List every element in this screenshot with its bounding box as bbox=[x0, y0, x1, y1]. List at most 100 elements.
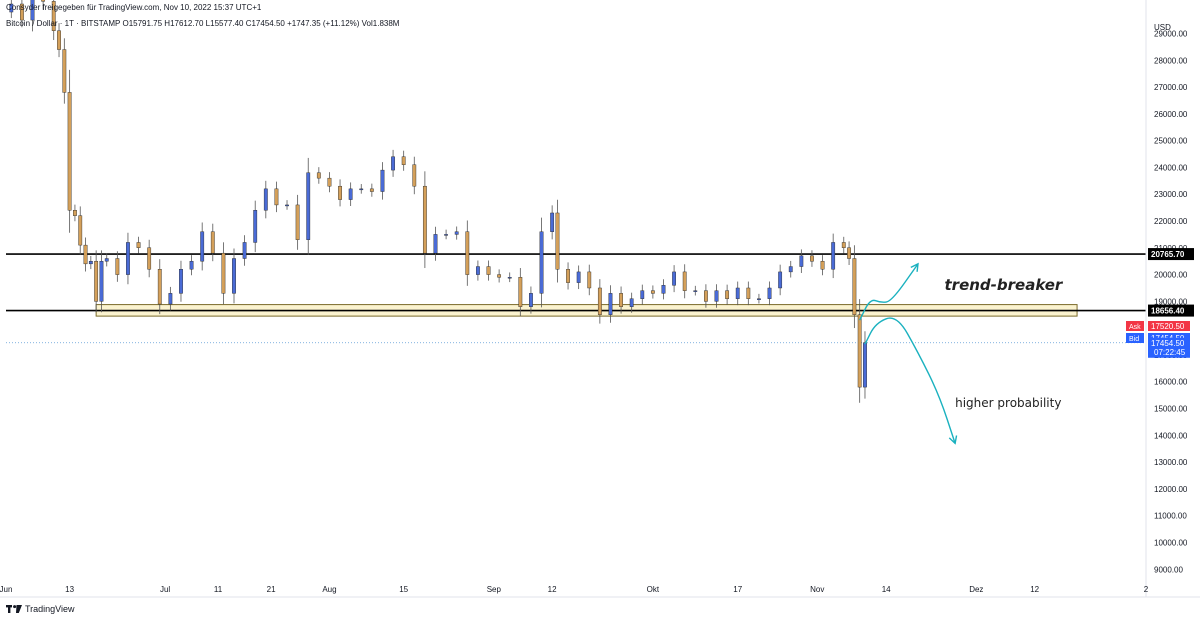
candle[interactable] bbox=[454, 226, 459, 240]
candle[interactable] bbox=[497, 269, 502, 283]
candle[interactable] bbox=[94, 250, 99, 313]
candle[interactable] bbox=[253, 200, 258, 253]
candle[interactable] bbox=[380, 162, 385, 200]
candle[interactable] bbox=[831, 233, 836, 279]
candle[interactable] bbox=[221, 242, 226, 305]
candle[interactable] bbox=[820, 255, 825, 276]
candle[interactable] bbox=[30, 0, 35, 32]
candle[interactable] bbox=[746, 281, 751, 306]
candle-body bbox=[682, 271, 687, 291]
downside-arrow[interactable] bbox=[864, 317, 956, 444]
candle[interactable] bbox=[274, 181, 279, 213]
candle[interactable] bbox=[57, 23, 61, 58]
candle[interactable] bbox=[189, 255, 194, 276]
candle[interactable] bbox=[576, 265, 581, 290]
candle[interactable] bbox=[147, 239, 152, 278]
candle[interactable] bbox=[412, 156, 417, 195]
candle[interactable] bbox=[391, 149, 395, 177]
candle[interactable] bbox=[78, 206, 83, 255]
candle[interactable] bbox=[295, 194, 300, 250]
candle[interactable] bbox=[126, 232, 130, 285]
candle[interactable] bbox=[682, 264, 687, 299]
candle[interactable] bbox=[810, 250, 814, 267]
candle[interactable] bbox=[306, 157, 311, 255]
candle[interactable] bbox=[661, 279, 666, 300]
candle[interactable] bbox=[529, 286, 533, 314]
candle-body bbox=[767, 287, 772, 299]
candle[interactable] bbox=[20, 0, 24, 28]
candle[interactable] bbox=[285, 200, 289, 210]
candle[interactable] bbox=[608, 285, 613, 323]
candle[interactable] bbox=[778, 264, 783, 296]
candle[interactable] bbox=[41, 0, 46, 10]
candle[interactable] bbox=[619, 286, 623, 314]
candle[interactable] bbox=[115, 251, 120, 282]
candle[interactable] bbox=[9, 0, 14, 19]
candle[interactable] bbox=[168, 286, 173, 311]
candle[interactable] bbox=[67, 69, 72, 233]
candle[interactable] bbox=[788, 260, 793, 278]
candle-body bbox=[422, 185, 427, 254]
candle[interactable] bbox=[852, 245, 857, 329]
y-tick-label: 28000.00 bbox=[1154, 56, 1188, 65]
y-tick-label: 20000.00 bbox=[1154, 271, 1188, 280]
candle[interactable] bbox=[157, 259, 162, 315]
candle[interactable] bbox=[104, 253, 109, 267]
candle[interactable] bbox=[486, 260, 491, 281]
candle[interactable] bbox=[369, 183, 374, 197]
candle-body bbox=[597, 287, 602, 315]
candle[interactable] bbox=[51, 0, 56, 41]
candle[interactable] bbox=[587, 264, 592, 296]
candle[interactable] bbox=[841, 236, 846, 254]
candle[interactable] bbox=[476, 260, 480, 281]
candle[interactable] bbox=[263, 180, 268, 219]
candle[interactable] bbox=[99, 250, 104, 313]
candle[interactable] bbox=[714, 284, 719, 308]
candle[interactable] bbox=[316, 167, 321, 184]
candle[interactable] bbox=[799, 249, 804, 273]
candle[interactable] bbox=[465, 220, 470, 286]
upside-arrow[interactable] bbox=[859, 263, 919, 321]
candle[interactable] bbox=[401, 150, 406, 171]
candle[interactable] bbox=[444, 229, 448, 240]
candle[interactable] bbox=[640, 284, 645, 305]
candle[interactable] bbox=[210, 223, 215, 262]
candle[interactable] bbox=[348, 182, 353, 207]
candle[interactable] bbox=[73, 204, 77, 222]
candle[interactable] bbox=[597, 279, 602, 324]
candle[interactable] bbox=[136, 236, 141, 254]
candle[interactable] bbox=[338, 179, 342, 207]
candle[interactable] bbox=[422, 171, 427, 269]
candle[interactable] bbox=[725, 284, 730, 305]
candle[interactable] bbox=[555, 199, 560, 283]
candle[interactable] bbox=[83, 237, 88, 272]
candle[interactable] bbox=[518, 268, 523, 316]
candle[interactable] bbox=[857, 299, 862, 403]
candle[interactable] bbox=[507, 272, 512, 283]
candle-body bbox=[566, 269, 570, 283]
candle[interactable] bbox=[433, 226, 438, 261]
candle[interactable] bbox=[539, 217, 544, 308]
candle[interactable] bbox=[650, 285, 655, 299]
candle[interactable] bbox=[767, 281, 772, 306]
candle[interactable] bbox=[847, 241, 851, 265]
candle[interactable] bbox=[550, 205, 555, 240]
candle[interactable] bbox=[327, 172, 332, 193]
candle[interactable] bbox=[704, 284, 708, 308]
candle[interactable] bbox=[232, 248, 236, 304]
candle[interactable] bbox=[200, 222, 205, 271]
candle[interactable] bbox=[757, 293, 761, 304]
tradingview-branding[interactable]: TradingView bbox=[6, 604, 75, 614]
candle[interactable] bbox=[62, 38, 67, 104]
candle[interactable] bbox=[629, 292, 634, 313]
candle[interactable] bbox=[672, 265, 676, 293]
candle[interactable] bbox=[242, 235, 247, 266]
candle[interactable] bbox=[88, 255, 93, 270]
candle[interactable] bbox=[693, 285, 698, 296]
candle[interactable] bbox=[735, 281, 740, 306]
candle-body bbox=[640, 290, 645, 299]
candle[interactable] bbox=[566, 262, 570, 290]
candle[interactable] bbox=[179, 260, 183, 302]
candle[interactable] bbox=[359, 184, 364, 194]
